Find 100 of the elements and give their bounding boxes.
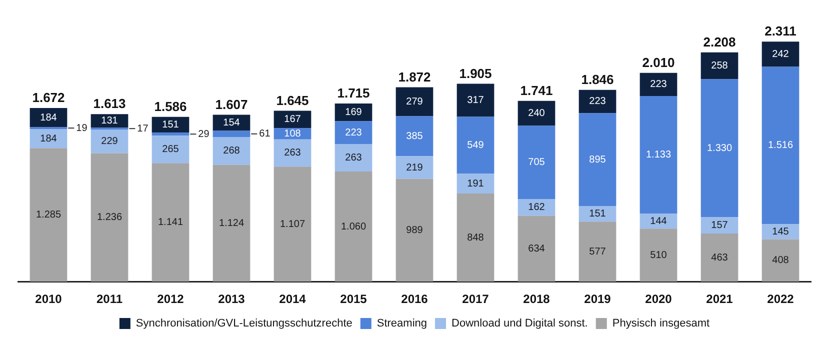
bar [152,132,190,136]
bar [456,174,494,194]
bar [30,148,68,282]
x-tick-label: 2012 [157,292,184,306]
legend-label: Physisch insgesamt [612,318,710,330]
bar [456,84,494,117]
data-label: 144 [650,216,668,227]
x-tick-label: 2011 [96,292,123,306]
data-label: 151 [589,208,606,220]
bar [274,166,312,282]
data-label: 317 [467,94,484,106]
data-label: 408 [772,255,790,266]
data-label: 1.124 [218,218,244,229]
total-label: 1.872 [398,69,431,84]
bar [518,216,556,282]
bar [152,136,190,164]
total-label: 1.741 [520,82,553,98]
total-label: 1.672 [32,90,65,106]
x-tick-label: 2010 [35,292,62,306]
total-label: 1.586 [154,98,187,114]
data-label: 223 [589,96,606,108]
data-label: 634 [528,243,546,254]
total-label: 2.311 [764,24,796,39]
total-label: 2.208 [703,34,736,50]
data-label: 131 [101,116,118,127]
x-tick-label: 2017 [462,292,490,306]
data-label: 184 [40,112,58,124]
bar [762,239,800,282]
data-label: 229 [101,136,118,148]
bar [152,163,190,282]
bar [334,172,372,282]
total-label: 1.715 [337,86,370,101]
bar [90,129,128,154]
bar [456,194,494,282]
legend-label: Synchronisation/GVL-Leistungsschutzrechte [136,318,352,330]
data-label: 268 [223,146,240,157]
x-tick-label: 2019 [584,292,612,306]
data-label: 240 [528,108,546,120]
bar [212,137,250,165]
total-label: 1.645 [276,92,309,108]
bar [700,217,738,234]
data-label: 219 [406,162,424,174]
data-label: 1.516 [768,140,794,152]
data-label: 705 [528,157,546,168]
bar [640,228,678,282]
bar [396,116,434,156]
data-label: 549 [467,140,484,151]
x-tick-label: 2022 [767,292,794,306]
data-label: 242 [772,48,790,60]
data-label: 989 [406,225,424,236]
data-label: 1.107 [280,218,306,230]
data-label: 385 [406,130,424,142]
data-label: 167 [284,114,302,126]
data-label: 463 [711,252,728,264]
legend-label: Streaming [376,318,428,330]
data-label: 1.285 [36,210,62,221]
bar [700,52,738,80]
bar [640,72,678,96]
bar [578,222,616,282]
total-label: 1.846 [581,72,614,87]
bar [700,79,738,218]
data-label: 510 [650,250,668,261]
data-label: 61 [259,128,271,140]
bar [396,156,434,179]
data-label: 577 [589,246,606,258]
x-tick-label: 2018 [523,292,550,306]
data-label: 1.330 [706,142,732,154]
data-label: 223 [345,127,362,138]
bar [762,42,800,67]
data-label: 1.236 [96,212,122,224]
total-label: 2.010 [642,54,675,70]
x-tick-label: 2020 [645,292,672,306]
data-label: 154 [223,117,240,128]
bar [90,153,128,282]
bar [518,100,556,126]
data-label: 279 [406,96,424,108]
bar [30,129,68,148]
bar [396,178,434,282]
bar [274,139,312,167]
data-label: 145 [772,226,790,238]
x-tick-label: 2014 [279,292,306,306]
bar [640,96,678,214]
bar [578,113,616,206]
data-label: 29 [198,128,210,140]
data-label: 191 [467,178,484,190]
data-label: 1.133 [646,150,672,161]
data-label: 895 [589,154,606,166]
data-label: 258 [711,60,728,72]
data-label: 848 [467,232,484,244]
data-label: 265 [162,144,180,156]
bar [456,116,494,174]
bar [30,108,68,128]
bar [578,90,616,114]
x-tick-label: 2016 [401,292,428,306]
total-label: 1.607 [215,96,248,112]
bar [334,121,372,144]
data-label: 184 [40,133,58,144]
data-label: 169 [345,107,362,118]
data-label: 1.060 [340,221,366,232]
data-label: 1.141 [158,217,184,228]
